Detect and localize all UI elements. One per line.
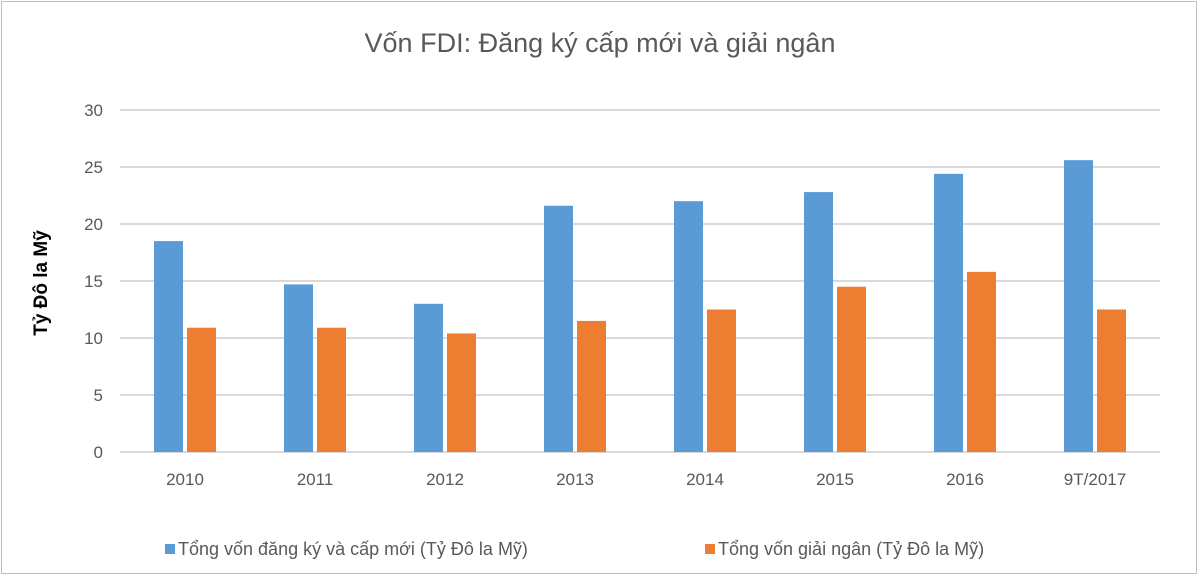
- legend-swatch: [705, 544, 715, 554]
- y-tick-label: 15: [84, 272, 103, 291]
- x-tick-label: 2011: [297, 470, 334, 489]
- legend-label: Tổng vốn giải ngân (Tỷ Đô la Mỹ): [718, 539, 984, 559]
- chart-title: Vốn FDI: Đăng ký cấp mới và giải ngân: [365, 28, 836, 58]
- y-tick-label: 5: [94, 386, 103, 405]
- legend-label: Tổng vốn đăng ký và cấp mới (Tỷ Đô la Mỹ…: [178, 539, 528, 559]
- y-tick-label: 20: [84, 215, 103, 234]
- bar-disbursed-2010: [187, 327, 216, 452]
- x-tick-label: 2013: [556, 470, 594, 489]
- bar-registered-2014: [674, 201, 703, 452]
- bar-disbursed-2012: [447, 333, 476, 452]
- bar-disbursed-2014: [707, 309, 736, 452]
- bar-registered-9T/2017: [1064, 160, 1093, 452]
- x-tick-label: 2014: [686, 470, 724, 489]
- y-tick-label: 0: [94, 443, 103, 462]
- y-tick-label: 10: [84, 329, 103, 348]
- bar-registered-2012: [414, 303, 443, 452]
- bar-disbursed-9T/2017: [1097, 309, 1126, 452]
- bar-disbursed-2016: [967, 271, 996, 452]
- bar-registered-2016: [934, 173, 963, 452]
- bar-registered-2010: [154, 241, 183, 452]
- bar-registered-2013: [544, 205, 573, 452]
- bar-registered-2011: [284, 284, 313, 452]
- bar-disbursed-2011: [317, 327, 346, 452]
- x-tick-label: 2012: [426, 470, 464, 489]
- x-tick-label: 2010: [166, 470, 204, 489]
- y-tick-label: 30: [84, 101, 103, 120]
- legend-swatch: [165, 544, 175, 554]
- bar-registered-2015: [804, 192, 833, 452]
- bar-disbursed-2015: [837, 286, 866, 452]
- x-tick-label: 2016: [946, 470, 984, 489]
- y-axis-label: Tỷ Đô la Mỹ: [31, 230, 52, 336]
- bar-disbursed-2013: [577, 320, 606, 452]
- y-tick-label: 25: [84, 158, 103, 177]
- x-tick-label: 9T/2017: [1064, 470, 1126, 489]
- x-tick-label: 2015: [816, 470, 854, 489]
